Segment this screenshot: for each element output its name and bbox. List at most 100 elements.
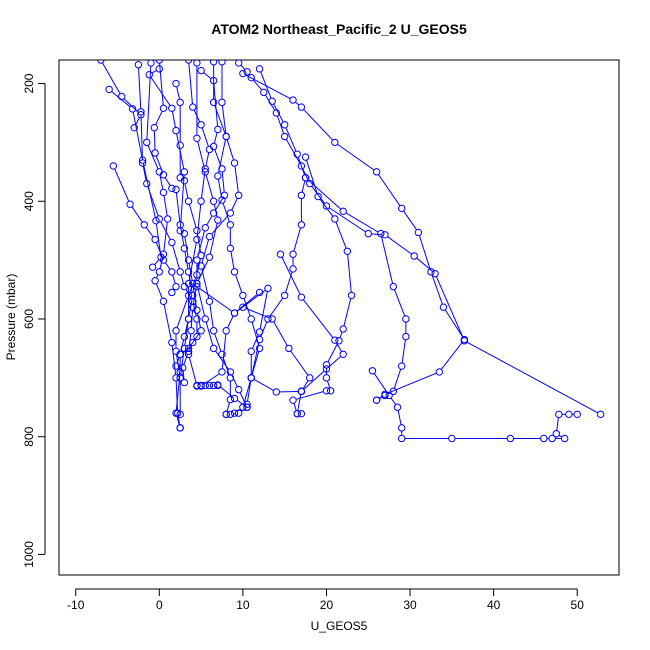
series-segment [214, 197, 224, 211]
profile-series [143, 60, 184, 432]
data-point [168, 104, 176, 112]
series-segment [302, 380, 309, 389]
data-point [239, 303, 247, 311]
series-segment [295, 101, 300, 106]
series-segment [231, 198, 238, 211]
data-point [193, 332, 201, 341]
series-segment [307, 179, 342, 210]
series-segment [160, 221, 171, 240]
series-segment [226, 402, 230, 412]
data-point [226, 221, 235, 229]
series-segment [418, 235, 431, 269]
profile-series [150, 60, 197, 432]
plot-area [97, 60, 605, 443]
series-segment [214, 105, 226, 134]
series-segment [381, 236, 394, 284]
series-segment [252, 79, 263, 91]
series-segment [197, 141, 205, 169]
y-tick-label: 200 [22, 73, 36, 93]
series-segment [172, 274, 176, 284]
data-point [148, 263, 157, 271]
data-point [193, 382, 201, 390]
data-point [255, 335, 264, 344]
data-point [138, 159, 147, 167]
data-point [402, 332, 410, 341]
series-segment [155, 110, 163, 126]
data-point [193, 282, 201, 291]
data-point [218, 368, 226, 376]
series-segment [190, 310, 194, 328]
series-segment [184, 183, 189, 199]
data-point [448, 434, 456, 443]
series-segment [201, 239, 210, 264]
series-segment [184, 251, 189, 269]
series-segment [401, 339, 406, 363]
series-segment [146, 66, 152, 140]
series-segment [393, 368, 402, 389]
data-point [189, 103, 197, 111]
data-point [193, 315, 201, 323]
series-segment [114, 168, 130, 202]
series-segment [183, 354, 188, 365]
data-point [460, 335, 469, 344]
series-segment [556, 417, 559, 431]
profile-series [276, 250, 347, 418]
series-segment [373, 373, 388, 394]
data-point [218, 196, 226, 204]
data-point [306, 179, 314, 188]
series-segment [290, 350, 309, 376]
series-segment [205, 321, 214, 346]
data-point [372, 168, 381, 176]
series-segment [276, 115, 285, 134]
data-point [297, 191, 306, 200]
series-layer [97, 60, 605, 443]
data-point [301, 153, 310, 161]
profile-series [105, 85, 165, 271]
data-point [179, 364, 187, 372]
series-segment [217, 139, 226, 173]
data-point [126, 200, 134, 208]
data-point [159, 250, 168, 258]
data-point [364, 229, 372, 238]
data-point [297, 387, 306, 396]
x-tick-label: 20 [320, 598, 334, 612]
series-segment [180, 351, 185, 375]
y-axis: 200 400 600 800 1000 [22, 73, 46, 568]
series-segment [145, 227, 154, 238]
profile-series [235, 60, 605, 419]
y-tick-label: 600 [22, 309, 36, 329]
data-point [431, 269, 439, 278]
data-point [209, 197, 218, 205]
series-segment [135, 117, 140, 126]
data-point [239, 403, 247, 411]
series-segment [201, 171, 206, 199]
data-point [435, 368, 443, 376]
data-point [218, 60, 226, 66]
data-point [209, 344, 218, 353]
series-segment [387, 236, 412, 255]
data-point [289, 265, 297, 273]
y-tick-label: 1000 [22, 541, 36, 568]
series-segment [339, 331, 343, 338]
data-point [176, 374, 184, 382]
series-segment [295, 391, 324, 400]
series-segment [156, 274, 159, 279]
series-segment [306, 160, 318, 194]
data-point [322, 387, 331, 395]
data-point [197, 121, 205, 129]
series-segment [293, 403, 297, 411]
series-segment [231, 374, 238, 387]
data-point [218, 350, 226, 358]
series-segment [140, 114, 143, 160]
data-point [151, 149, 159, 157]
series-segment [235, 274, 243, 293]
series-segment [214, 333, 222, 352]
series-segment [251, 342, 260, 375]
series-segment [390, 397, 397, 405]
data-point [189, 291, 197, 300]
data-point [176, 268, 184, 276]
data-point [180, 168, 189, 176]
series-segment [205, 174, 214, 199]
data-point [339, 350, 347, 358]
series-segment [343, 298, 352, 326]
